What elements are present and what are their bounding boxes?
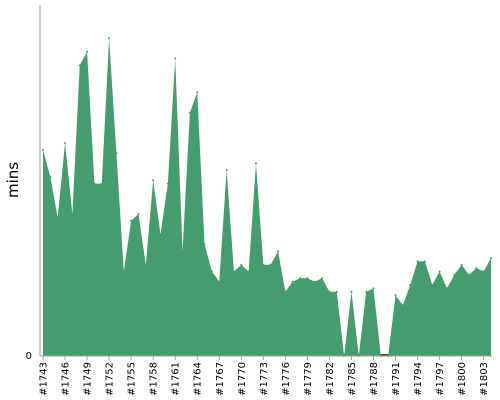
data-point [64,142,67,145]
data-point [328,290,331,293]
data-point [144,263,147,266]
plot-area [42,37,492,357]
data-point [284,290,287,293]
data-point [181,250,184,253]
data-point [218,280,221,283]
data-point [475,267,478,270]
data-point [108,37,111,40]
data-point [174,57,177,60]
data-point [56,216,59,219]
x-tick-label: #1743 [39,362,50,396]
data-point [232,270,235,273]
data-point [130,219,133,222]
data-point [42,148,44,151]
x-tick-label: #1779 [303,362,314,396]
data-point [299,277,302,280]
data-point [460,263,463,266]
x-tick-label: #1755 [127,362,138,396]
data-point [100,182,103,185]
x-tick-label: #1782 [325,362,336,396]
data-point [306,277,309,280]
x-tick-label: #1767 [215,362,226,396]
data-point [122,270,125,273]
data-point [467,273,470,276]
data-point [137,213,140,216]
data-point [416,260,419,263]
data-point [210,270,213,273]
data-point [159,233,162,236]
data-point [188,111,191,114]
data-point [277,250,280,253]
data-point [247,270,250,273]
data-point [49,175,52,178]
data-point [445,287,448,290]
x-tick-label: #1797 [435,362,446,396]
x-tick-label: #1791 [391,362,402,396]
data-point [240,263,243,266]
data-point [78,64,81,67]
data-point [166,182,169,185]
data-point [423,260,426,263]
x-tick-label: #1758 [149,362,160,396]
data-point [254,162,257,165]
x-tick-label: #1773 [259,362,270,396]
data-point [86,50,89,53]
x-tick-label: #1761 [171,362,182,396]
y-axis-title: mins [4,162,22,198]
data-point [490,256,492,259]
data-point [401,304,404,307]
data-point [321,277,324,280]
data-point [431,284,434,287]
data-point [394,294,397,297]
x-tick-label: #1749 [83,362,94,396]
data-point [453,273,456,276]
x-tick-label: #1764 [193,362,204,396]
x-tick-labels: #1743 #1746 #1749 #1752 #1755 #1758 #1761 #1764… [39,356,490,396]
data-point [335,290,338,293]
x-tick-label: #1794 [413,362,424,396]
x-tick-label: #1746 [61,362,72,396]
data-point [350,290,353,293]
x-tick-label: #1788 [369,362,380,396]
x-tick-label: #1776 [281,362,292,396]
data-point [262,263,265,266]
data-point [196,91,199,94]
data-point [71,213,74,216]
data-point [372,287,375,290]
data-point [438,270,441,273]
data-point [225,169,228,172]
x-tick-label: #1770 [237,362,248,396]
data-point [291,280,294,283]
data-point [409,284,412,287]
area-series [43,38,491,356]
x-tick-label: #1752 [105,362,116,396]
x-tick-label: #1803 [479,362,490,396]
data-point [115,152,118,155]
data-point [93,182,96,185]
data-point [203,243,206,246]
y-tick-label-0: 0 [26,351,32,362]
x-tick-label: #1800 [457,362,468,396]
data-point [482,270,485,273]
data-point [152,179,155,182]
x-tick-label: #1785 [347,362,358,396]
data-point [269,263,272,266]
data-point [365,290,368,293]
data-point [313,280,316,283]
